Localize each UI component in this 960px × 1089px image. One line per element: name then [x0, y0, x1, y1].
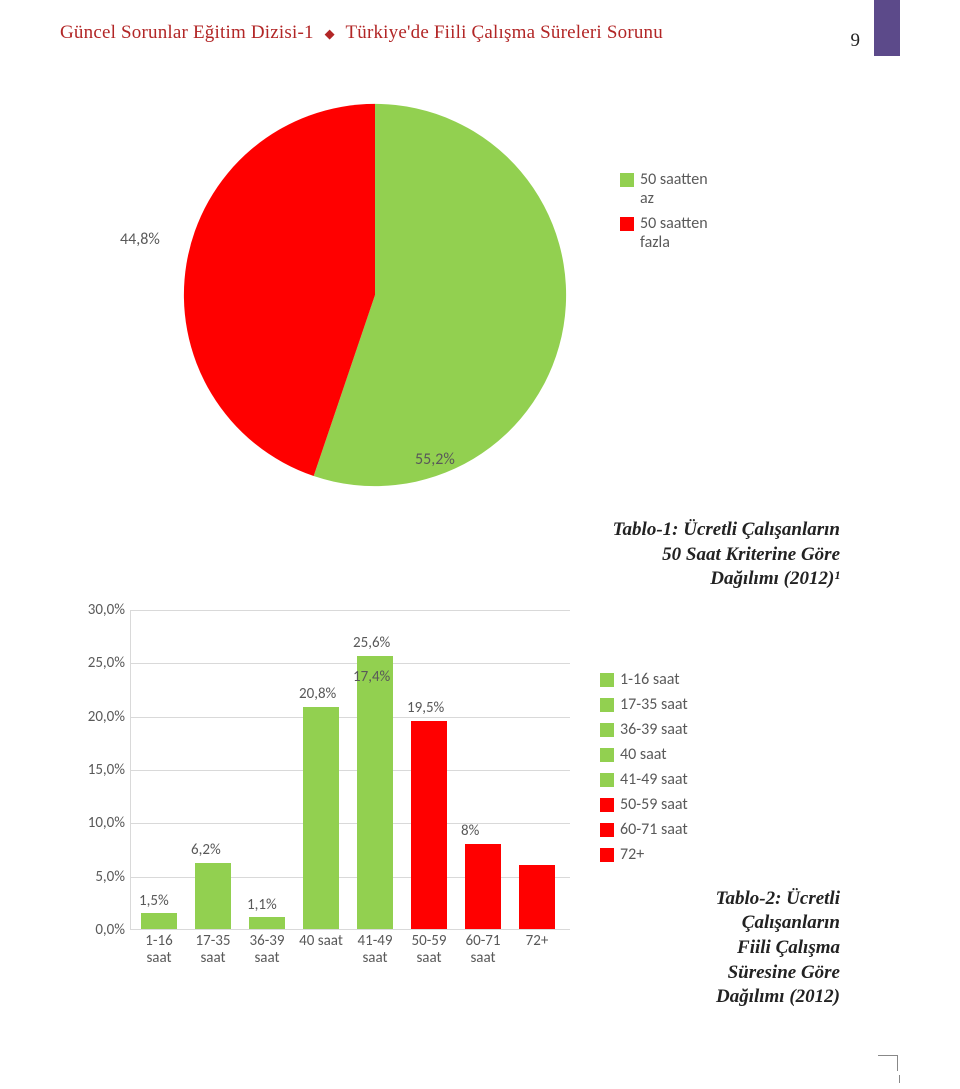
y-tick-label: 15,0% [88, 761, 131, 779]
legend-label: 41-49 saat [620, 770, 688, 789]
y-tick-label: 0,0% [95, 921, 131, 939]
gridline [131, 823, 570, 824]
x-tick-label: 1-16saat [133, 929, 185, 966]
bar-legend: 1-16 saat 17-35 saat 36-39 saat 40 saat 41-4… [600, 670, 688, 870]
bar-value-label: 8% [461, 822, 479, 840]
pie-svg [180, 100, 570, 490]
bar-chart: 0,0%5,0%10,0%15,0%20,0%25,0%30,0%1,5%1-1… [130, 610, 570, 930]
x-tick-label: 60-71saat [457, 929, 509, 966]
bar-40-saat [303, 707, 339, 929]
page-header: Güncel Sorunlar Eğitim Dizisi-1 ◆ Türkiy… [60, 0, 900, 60]
pie-legend: 50 saattenaz 50 saattenfazla [620, 170, 708, 258]
y-tick-label: 25,0% [88, 654, 131, 672]
footer-corner-mark [878, 1055, 898, 1071]
x-tick-label: 36-39saat [241, 929, 293, 966]
y-tick-label: 30,0% [88, 601, 131, 619]
bar-1-16-saat [141, 913, 177, 929]
caption1-line2: 50 Saat Kriterine Göre [662, 544, 840, 565]
bar-value-label: 19,5% [407, 699, 444, 717]
x-tick-label: 17-35saat [187, 929, 239, 966]
pie-legend-item-0: 50 saattenaz [620, 170, 708, 208]
legend-swatch [600, 823, 614, 837]
bar-value-label: 1,5% [139, 892, 169, 911]
bar-legend-item-4: 41-49 saat [600, 770, 688, 789]
caption2-line2: Çalışanların [742, 912, 840, 933]
caption-tablo-2: Tablo-2: Ücretli Çalışanların Fiili Çalı… [716, 887, 840, 1010]
y-tick-label: 20,0% [88, 708, 131, 726]
caption1-line3: Dağılımı (2012)¹ [710, 568, 840, 589]
legend-label: 60-71 saat [620, 820, 688, 839]
caption1-line1: Tablo-1: Ücretli Çalışanların [613, 519, 840, 540]
x-tick-label: 40 saat [295, 929, 347, 950]
legend-label: 40 saat [620, 745, 667, 764]
bar-41-49-saat [357, 656, 393, 929]
footer-tick-mark [898, 1075, 900, 1083]
legend-label: 50 saattenfazla [640, 214, 708, 252]
gridline [131, 610, 570, 611]
diamond-icon: ◆ [325, 26, 335, 41]
pie-legend-item-1: 50 saattenfazla [620, 214, 708, 252]
caption-tablo-1: Tablo-1: Ücretli Çalışanların 50 Saat Kr… [60, 518, 840, 592]
legend-swatch [600, 798, 614, 812]
page-number: 9 [851, 30, 861, 56]
bar-legend-item-7: 72+ [600, 845, 688, 864]
accent-bar [874, 0, 900, 56]
header-title-left: Güncel Sorunlar Eğitim Dizisi-1 [60, 22, 314, 43]
legend-label: 36-39 saat [620, 720, 688, 739]
y-tick-label: 5,0% [95, 868, 131, 886]
pie-label-1: 44,8% [120, 230, 160, 249]
bar-value-label: 6,2% [191, 841, 221, 859]
legend-label: 50-59 saat [620, 795, 688, 814]
bar-36-39-saat [249, 917, 285, 929]
pie-label-0: 55,2% [415, 450, 455, 469]
bar-50-59-saat [411, 721, 447, 929]
legend-swatch [620, 173, 634, 187]
bar-legend-item-5: 50-59 saat [600, 795, 688, 814]
bar-value-label: 25,6% [353, 634, 390, 652]
legend-swatch [620, 217, 634, 231]
gridline [131, 717, 570, 718]
x-tick-label: 72+ [511, 929, 563, 950]
header-title: Güncel Sorunlar Eğitim Dizisi-1 ◆ Türkiy… [60, 22, 663, 44]
legend-label: 72+ [620, 845, 644, 864]
pie-chart-section: 55,2%44,8% 50 saattenaz50 saattenfazla [60, 100, 900, 500]
legend-label: 17-35 saat [620, 695, 688, 714]
gridline [131, 663, 570, 664]
legend-swatch [600, 848, 614, 862]
gridline [131, 770, 570, 771]
header-title-right: Türkiye'de Fiili Çalışma Süreleri Sorunu [345, 22, 663, 43]
legend-swatch [600, 748, 614, 762]
page-number-box: 9 [851, 0, 901, 56]
legend-label: 1-16 saat [620, 670, 680, 689]
bar-17-35-saat [195, 863, 231, 929]
bar-chart-section: 0,0%5,0%10,0%15,0%20,0%25,0%30,0%1,5%1-1… [60, 610, 900, 990]
bar-value-label: 1,1% [247, 896, 277, 915]
page: Güncel Sorunlar Eğitim Dizisi-1 ◆ Türkiy… [0, 0, 960, 1089]
bar-60-71-saat [465, 844, 501, 929]
legend-swatch [600, 673, 614, 687]
bar-value-label: 20,8% [299, 685, 336, 703]
y-tick-label: 10,0% [88, 814, 131, 832]
x-tick-label: 50-59saat [403, 929, 455, 966]
caption2-line5: Dağılımı (2012) [716, 986, 840, 1007]
bar-legend-item-0: 1-16 saat [600, 670, 688, 689]
legend-swatch [600, 723, 614, 737]
bar-72+ [519, 865, 555, 929]
bar-legend-item-6: 60-71 saat [600, 820, 688, 839]
caption2-line1: Tablo-2: Ücretli [716, 888, 840, 909]
caption2-line4: Süresine Göre [728, 962, 840, 983]
legend-swatch [600, 773, 614, 787]
bar-legend-item-3: 40 saat [600, 745, 688, 764]
bar-legend-item-1: 17-35 saat [600, 695, 688, 714]
legend-swatch [600, 698, 614, 712]
caption2-line3: Fiili Çalışma [737, 937, 840, 958]
x-tick-label: 41-49saat [349, 929, 401, 966]
bar-value-label-extra: 17,4% [353, 668, 390, 686]
pie-chart: 55,2%44,8% [180, 100, 570, 490]
legend-label: 50 saattenaz [640, 170, 708, 208]
bar-legend-item-2: 36-39 saat [600, 720, 688, 739]
